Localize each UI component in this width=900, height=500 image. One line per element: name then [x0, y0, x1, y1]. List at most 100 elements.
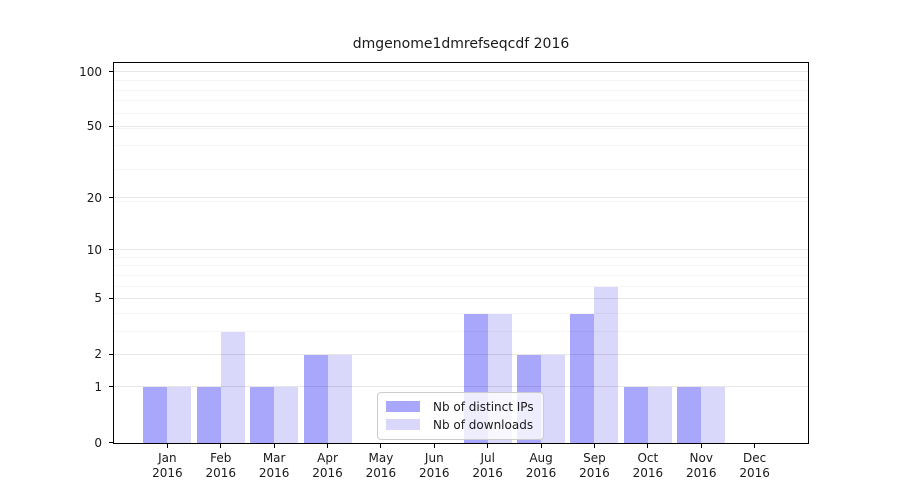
gridline-minor: [114, 168, 808, 170]
x-axis-tick-mark: [433, 444, 435, 448]
legend-entry: Nb of distinct IPs: [386, 399, 534, 414]
bar-distinct-ips: [196, 387, 221, 443]
month-label: Dec: [742, 451, 767, 465]
year-label: 2016: [365, 466, 397, 480]
year-label: 2016: [579, 466, 610, 480]
bar-downloads: [220, 331, 245, 443]
y-axis-tick-label: 5: [94, 291, 102, 306]
legend-swatch-downloads: [386, 419, 420, 430]
y-axis-tick-label: 0: [94, 435, 102, 450]
x-axis-tick-label: Jan 2016: [135, 451, 199, 481]
legend: Nb of distinct IPs Nb of downloads: [377, 392, 544, 440]
month-label: Jul: [480, 451, 495, 465]
year-label: 2016: [419, 466, 450, 480]
gridline-major: [114, 71, 808, 72]
y-axis-tick-mark: [109, 125, 113, 127]
x-axis-tick-mark: [754, 444, 756, 448]
month-label: Oct: [637, 451, 659, 465]
gridline-minor: [114, 127, 808, 129]
month-label: Sep: [583, 451, 606, 465]
month-label: Jun: [424, 451, 444, 465]
y-axis-tick-mark: [109, 249, 113, 251]
gridline-minor: [114, 330, 808, 332]
gridline-minor: [114, 285, 808, 287]
x-axis-tick-label: Sep 2016: [562, 451, 626, 481]
y-axis-tick-mark: [109, 197, 113, 199]
x-axis-tick-mark: [700, 444, 702, 448]
bar-distinct-ips: [623, 387, 648, 443]
bar-downloads: [647, 387, 672, 443]
year-label: 2016: [685, 466, 717, 480]
x-axis-tick-label: Jul 2016: [456, 451, 520, 481]
month-label: May: [368, 451, 394, 465]
gridline-minor: [114, 89, 808, 91]
x-axis-tick-label: Feb 2016: [189, 451, 253, 481]
y-axis-tick-label: 100: [79, 64, 102, 79]
gridline-major: [114, 197, 808, 199]
x-axis-tick-mark: [647, 444, 649, 448]
bar-distinct-ips: [303, 354, 328, 443]
bar-downloads: [327, 354, 352, 443]
bar-downloads: [541, 354, 566, 443]
y-axis-tick-label: 10: [86, 242, 102, 257]
gridline-minor: [114, 265, 808, 267]
x-axis-tick-mark: [540, 444, 542, 448]
y-axis-tick-mark: [109, 353, 113, 355]
y-axis-tick-label: 50: [86, 119, 102, 134]
gridline-minor: [114, 274, 808, 276]
bar-distinct-ips: [570, 313, 595, 443]
y-axis-tick-mark: [109, 442, 113, 443]
month-label: Nov: [689, 451, 713, 465]
chart-title: dmgenome1dmrefseqcdf 2016: [352, 36, 570, 52]
year-label: 2016: [152, 466, 183, 480]
month-label: Apr: [317, 451, 338, 465]
x-axis-tick-label: Dec 2016: [723, 451, 787, 481]
x-axis-tick-mark: [380, 444, 382, 448]
y-axis-tick-mark: [109, 71, 113, 72]
legend-swatch-distinct-ips: [386, 401, 420, 412]
gridline-major: [114, 353, 808, 355]
legend-entry: Nb of downloads: [386, 417, 534, 432]
x-axis-tick-label: Nov 2016: [669, 451, 733, 481]
x-axis-tick-mark: [593, 444, 595, 448]
gridline-major: [114, 125, 808, 127]
bar-downloads: [594, 286, 619, 443]
legend-label: Nb of distinct IPs: [433, 399, 534, 414]
bar-downloads: [701, 387, 726, 443]
x-axis-tick-label: May 2016: [349, 451, 413, 481]
bar-distinct-ips: [677, 387, 702, 443]
month-label: Jan: [158, 451, 177, 465]
year-label: 2016: [739, 466, 770, 480]
x-axis-tick-label: Mar 2016: [242, 451, 306, 481]
gridline-major: [114, 249, 808, 251]
month-label: Aug: [529, 451, 553, 465]
gridline-minor: [114, 112, 808, 114]
legend-label: Nb of downloads: [433, 417, 534, 432]
y-axis-tick-mark: [109, 297, 113, 299]
year-label: 2016: [472, 466, 503, 480]
year-label: 2016: [525, 466, 557, 480]
x-axis-tick-label: Jun 2016: [402, 451, 466, 481]
x-axis-tick-mark: [273, 444, 275, 448]
gridline-minor: [114, 145, 808, 147]
year-label: 2016: [632, 466, 664, 480]
gridline-major: [114, 297, 808, 299]
gridline-minor: [114, 80, 808, 82]
y-axis-tick-label: 20: [86, 190, 102, 205]
month-label: Mar: [262, 451, 286, 465]
bar-downloads: [274, 387, 299, 443]
x-axis-tick-mark: [327, 444, 329, 448]
bar-downloads: [167, 387, 192, 443]
bar-distinct-ips: [143, 387, 168, 443]
bar-distinct-ips: [250, 387, 275, 443]
y-axis-tick-mark: [109, 386, 113, 388]
x-axis-tick-mark: [487, 444, 489, 448]
x-axis-tick-mark: [220, 444, 222, 448]
year-label: 2016: [205, 466, 237, 480]
year-label: 2016: [312, 466, 343, 480]
gridline-minor: [114, 201, 808, 203]
plot-area: Nb of distinct IPs Nb of downloads: [113, 62, 809, 444]
gridline-minor: [114, 100, 808, 102]
x-axis-tick-label: Aug 2016: [509, 451, 573, 481]
